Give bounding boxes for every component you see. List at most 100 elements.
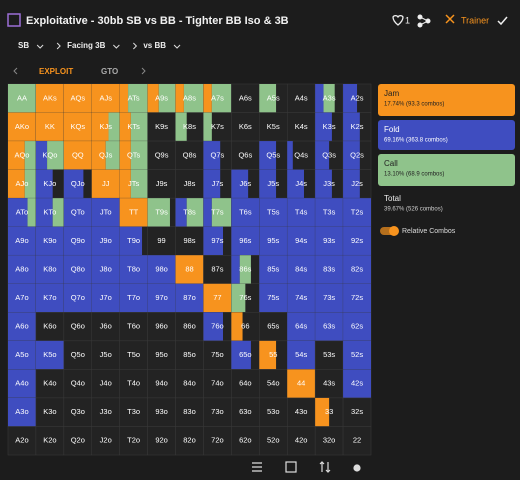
hand-label[interactable]: QQ <box>72 150 84 159</box>
hand-label[interactable]: 84o <box>183 379 196 388</box>
hand-label[interactable]: 83s <box>323 264 335 273</box>
next-button[interactable] <box>141 67 146 75</box>
trainer-button[interactable]: Trainer <box>461 15 489 25</box>
hand-label[interactable]: Q6o <box>71 322 85 331</box>
hand-label[interactable]: A8o <box>15 264 28 273</box>
hand-label[interactable]: 85s <box>267 264 279 273</box>
hand-label[interactable]: A7o <box>15 293 28 302</box>
hand-label[interactable]: K9o <box>43 236 56 245</box>
hand-label[interactable]: T2s <box>351 207 364 216</box>
hand-label[interactable]: K3o <box>43 407 56 416</box>
hand-label[interactable]: T9s <box>155 207 168 216</box>
hand-label[interactable]: 33 <box>325 407 333 416</box>
hand-label[interactable]: A2s <box>351 93 364 102</box>
hand-label[interactable]: 65s <box>267 322 279 331</box>
hand-label[interactable]: 32s <box>351 407 363 416</box>
hand-label[interactable]: 98s <box>183 236 195 245</box>
hand-label[interactable]: 53s <box>323 350 335 359</box>
hand-label[interactable]: 74s <box>295 293 307 302</box>
hand-label[interactable]: T8o <box>127 264 140 273</box>
toggle-knob[interactable] <box>389 226 399 236</box>
hand-label[interactable]: 86s <box>239 264 251 273</box>
hand-label[interactable]: T4o <box>127 379 140 388</box>
hand-label[interactable]: 74o <box>211 379 224 388</box>
hand-label[interactable]: 42o <box>295 436 308 445</box>
hand-label[interactable]: AA <box>17 93 27 102</box>
hand-label[interactable]: 93s <box>323 236 335 245</box>
hand-label[interactable]: T7s <box>211 207 224 216</box>
hand-label[interactable]: K2s <box>351 122 364 131</box>
legend-box[interactable] <box>378 120 515 150</box>
hand-label[interactable]: J4s <box>295 179 307 188</box>
tab-active[interactable]: EXPLOIT <box>39 67 73 76</box>
hand-label[interactable]: 73o <box>211 407 224 416</box>
hand-label[interactable]: J9s <box>156 179 168 188</box>
hand-label[interactable]: QJo <box>71 179 85 188</box>
hand-label[interactable]: 44 <box>297 379 305 388</box>
hand-label[interactable]: QJs <box>99 150 113 159</box>
hand-label[interactable]: 73s <box>323 293 335 302</box>
hand-label[interactable]: A7s <box>211 93 224 102</box>
hand-label[interactable]: T4s <box>295 207 308 216</box>
hand-label[interactable]: AQo <box>14 150 29 159</box>
list-button[interactable] <box>252 462 262 472</box>
hand-label[interactable]: 99 <box>157 236 165 245</box>
hand-label[interactable]: A5s <box>267 93 280 102</box>
hand-label[interactable]: JTs <box>128 179 140 188</box>
prev-button[interactable] <box>13 67 18 75</box>
hand-label[interactable]: Q2o <box>71 436 85 445</box>
hand-label[interactable]: 82s <box>351 264 363 273</box>
hand-label[interactable]: KJo <box>43 179 56 188</box>
hand-label[interactable]: 96o <box>155 322 168 331</box>
hand-label[interactable]: 95o <box>155 350 168 359</box>
hand-label[interactable]: 75s <box>267 293 279 302</box>
hand-label[interactable]: J2s <box>351 179 363 188</box>
hand-label[interactable]: AKo <box>15 122 29 131</box>
hand-label[interactable]: 93o <box>155 407 168 416</box>
hand-label[interactable]: 54s <box>295 350 307 359</box>
hand-label[interactable]: 82o <box>183 436 196 445</box>
hand-label[interactable]: 97s <box>211 236 223 245</box>
table-button[interactable] <box>285 461 297 473</box>
hand-label[interactable]: T5o <box>127 350 140 359</box>
hand-label[interactable]: Q9s <box>155 150 169 159</box>
hand-label[interactable]: 72o <box>211 436 224 445</box>
hand-label[interactable]: K9s <box>155 122 168 131</box>
hand-label[interactable]: QTs <box>127 150 141 159</box>
hand-label[interactable]: 72s <box>351 293 363 302</box>
hand-label[interactable]: Q6s <box>238 150 252 159</box>
hand-label[interactable]: K2o <box>43 436 56 445</box>
hand-label[interactable]: KJs <box>99 122 112 131</box>
hand-label[interactable]: 64o <box>239 379 252 388</box>
hand-label[interactable]: K3s <box>323 122 336 131</box>
hand-label[interactable]: 94o <box>155 379 168 388</box>
hand-label[interactable]: K7s <box>211 122 224 131</box>
hand-label[interactable]: Q5s <box>266 150 280 159</box>
nav-item[interactable]: vs BB <box>143 41 166 50</box>
like-button[interactable] <box>392 15 404 26</box>
hand-label[interactable]: 53o <box>267 407 280 416</box>
hand-label[interactable]: 62s <box>351 322 363 331</box>
hand-label[interactable]: 42s <box>351 379 363 388</box>
hand-label[interactable]: T7o <box>127 293 140 302</box>
hand-label[interactable]: 97o <box>155 293 168 302</box>
hand-label[interactable]: Q4o <box>71 379 85 388</box>
tab[interactable]: GTO <box>101 67 118 76</box>
hand-label[interactable]: K8o <box>43 264 56 273</box>
hand-label[interactable]: 63o <box>239 407 252 416</box>
nav-item[interactable]: Facing 3B <box>67 41 105 50</box>
hand-label[interactable]: T3s <box>323 207 336 216</box>
hand-label[interactable]: 55 <box>269 350 277 359</box>
hand-label[interactable]: ATs <box>128 93 140 102</box>
share-button[interactable] <box>417 14 431 28</box>
hand-label[interactable]: AQs <box>71 93 86 102</box>
hand-label[interactable]: J4o <box>100 379 112 388</box>
hand-label[interactable]: 94s <box>295 236 307 245</box>
hand-label[interactable]: T8s <box>183 207 196 216</box>
hand-label[interactable]: AJs <box>99 93 112 102</box>
hand-label[interactable]: TT <box>129 207 139 216</box>
hand-label[interactable]: 85o <box>183 350 196 359</box>
hand-label[interactable]: K4o <box>43 379 56 388</box>
hand-label[interactable]: 43s <box>323 379 335 388</box>
hand-label[interactable]: 75o <box>211 350 224 359</box>
